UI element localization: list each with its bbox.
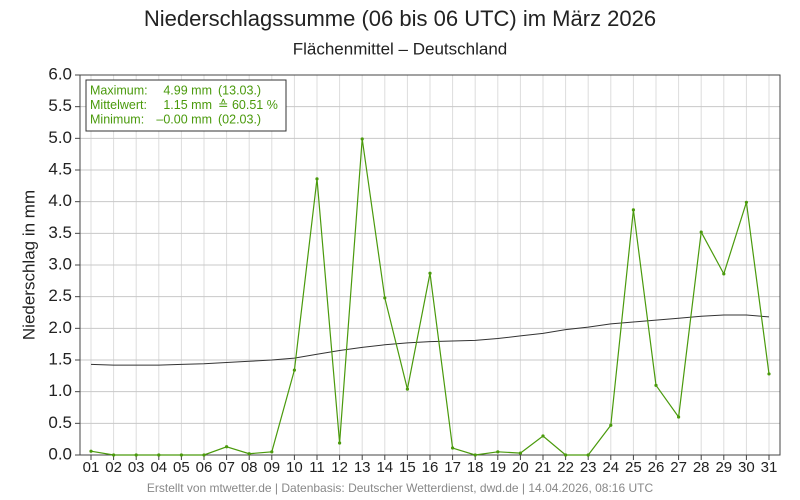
x-tick-label: 12: [331, 459, 348, 476]
stats-text: –0.00 mm: [156, 112, 212, 126]
x-tick-label: 16: [422, 459, 439, 476]
stats-text: 4.99 mm: [163, 83, 212, 97]
stats-text: Maximum:: [90, 83, 148, 97]
footer: Erstellt von mtwetter.de | Datenbasis: D…: [147, 481, 654, 495]
data-point: [428, 271, 432, 275]
x-tick-label: 10: [286, 459, 303, 476]
x-tick-label: 07: [218, 459, 235, 476]
data-point: [722, 272, 726, 276]
y-tick-label: 1.5: [48, 349, 72, 368]
data-point: [112, 453, 116, 457]
y-tick-label: 2.0: [48, 318, 72, 337]
x-tick-label: 01: [83, 459, 100, 476]
x-tick-label: 14: [376, 459, 393, 476]
x-tick-label: 30: [738, 459, 755, 476]
data-point: [451, 446, 455, 450]
x-tick-label: 21: [535, 459, 552, 476]
x-tick-label: 11: [309, 459, 325, 476]
x-tick-label: 19: [489, 459, 506, 476]
data-point: [586, 453, 590, 457]
data-point: [767, 372, 771, 376]
y-tick-label: 3.0: [48, 254, 72, 273]
x-tick-label: 04: [150, 459, 167, 476]
stats-text: (13.03.): [218, 83, 261, 97]
series-line: [90, 314, 770, 366]
y-tick-label: 6.0: [48, 64, 72, 83]
data-point: [383, 296, 387, 300]
x-tick-label: 28: [693, 459, 710, 476]
x-tick-label: 18: [467, 459, 484, 476]
data-point: [609, 423, 613, 427]
data-point: [564, 453, 568, 457]
x-tick-label: 22: [557, 459, 574, 476]
y-tick-label: 0.0: [48, 444, 72, 463]
data-point: [631, 208, 636, 212]
data-point: [654, 383, 658, 387]
stats-text: Mittelwert:: [90, 98, 147, 112]
data-point: [744, 200, 749, 204]
x-tick-label: 03: [128, 459, 145, 476]
x-tick-label: 15: [399, 459, 416, 476]
chart-subtitle: Flächenmittel – Deutschland: [293, 39, 508, 58]
y-axis-label: Niederschlag in mm: [19, 190, 38, 340]
stats-box: Maximum: 4.99 mm (13.03.) Mittelwert: 1.15 m…: [85, 79, 287, 132]
x-tick-label: 27: [670, 459, 687, 476]
data-point: [699, 230, 703, 234]
chart-title: Niederschlagssumme (06 bis 06 UTC) im Mä…: [144, 6, 656, 31]
x-tick-label: 20: [512, 459, 529, 476]
data-point: [677, 415, 681, 419]
y-tick-label: 4.5: [48, 159, 72, 178]
x-tick-label: 06: [196, 459, 213, 476]
x-tick-label: 05: [173, 459, 190, 476]
data-point: [225, 445, 229, 449]
data-point: [89, 449, 93, 453]
data-point: [270, 450, 274, 454]
x-tick-label: 31: [761, 459, 778, 476]
y-tick-label: 1.0: [48, 381, 72, 400]
x-tick-label: 08: [241, 459, 258, 476]
data-point: [202, 453, 206, 457]
x-tick-label: 13: [354, 459, 371, 476]
data-point: [247, 452, 251, 456]
x-tick-label: 26: [648, 459, 665, 476]
x-tick-label: 09: [263, 459, 280, 476]
y-tick-label: 4.0: [48, 191, 72, 210]
stats-text: ≙ 60.51 %: [218, 98, 278, 112]
data-point: [360, 137, 364, 141]
data-point: [292, 368, 296, 372]
x-tick-label: 24: [602, 459, 619, 476]
data-point: [496, 450, 500, 454]
y-tick-label: 0.5: [48, 413, 72, 432]
y-tick-label: 2.5: [48, 286, 72, 305]
data-point: [541, 434, 545, 438]
data-point: [518, 451, 523, 455]
x-tick-label: 25: [625, 459, 642, 476]
stats-text: Minimum:: [90, 112, 144, 126]
stats-frame: [85, 79, 287, 132]
x-tick-label: 29: [715, 459, 732, 476]
data-point: [157, 453, 161, 457]
y-tick-label: 3.5: [48, 223, 72, 242]
y-tick-label: 5.5: [48, 96, 72, 115]
x-tick-label: 02: [105, 459, 122, 476]
data-point: [179, 453, 183, 457]
data-point: [134, 453, 138, 457]
x-tick-label: 23: [580, 459, 597, 476]
data-point: [315, 177, 319, 181]
y-tick-label: 5.0: [48, 128, 72, 147]
data-point: [338, 441, 342, 445]
stats-text: (02.03.): [218, 112, 261, 126]
data-point: [473, 453, 477, 457]
stats-text: 1.15 mm: [163, 98, 212, 112]
x-tick-label: 17: [444, 459, 461, 476]
data-point: [405, 387, 409, 391]
